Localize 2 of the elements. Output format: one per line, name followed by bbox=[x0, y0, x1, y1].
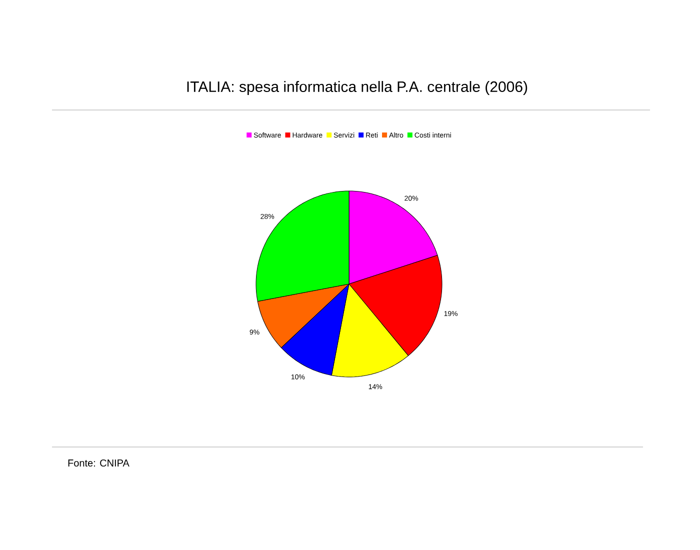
source-note: Fonte: CNIPA bbox=[68, 459, 130, 467]
chart-title: ITALIA: spesa informatica nella P.A. centrale (2006) bbox=[187, 81, 528, 95]
